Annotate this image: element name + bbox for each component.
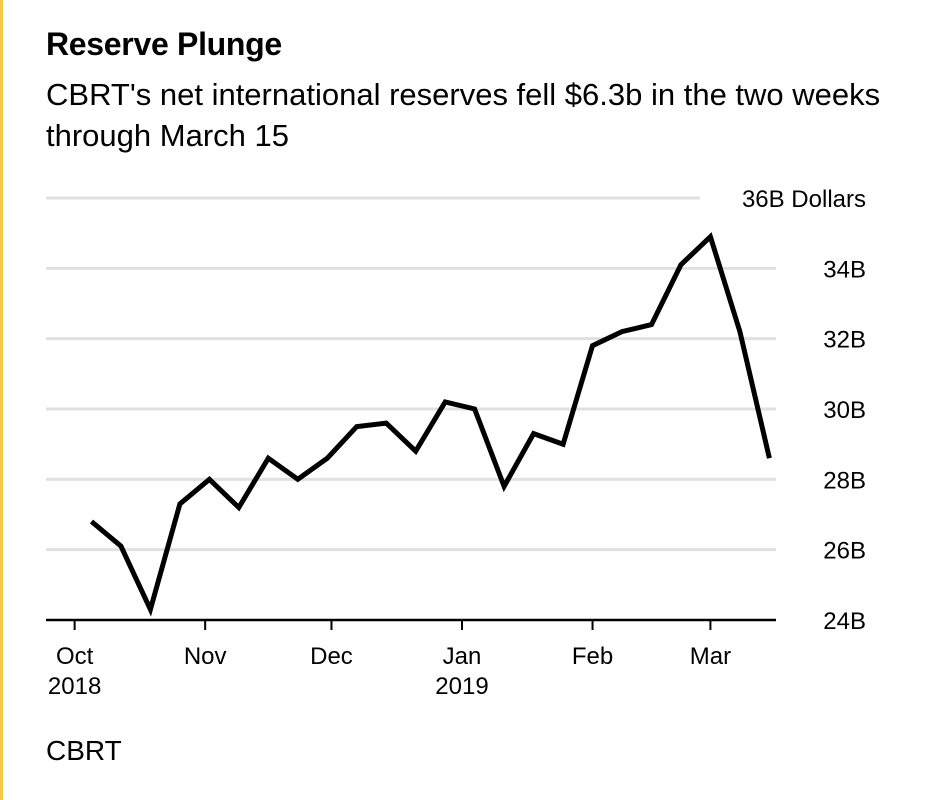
chart-subtitle: CBRT's net international reserves fell $… (46, 77, 881, 153)
series-line (89, 232, 772, 617)
x-tick-label: Oct (56, 643, 94, 670)
accent-bar (0, 0, 3, 800)
x-tick-label-year: 2019 (435, 673, 488, 700)
x-tick-label: Dec (310, 643, 353, 670)
x-tick-label: Nov (184, 643, 227, 670)
chart-title: Reserve Plunge (46, 26, 282, 62)
x-tick-label-year: 2018 (48, 673, 101, 700)
source-note: CBRT (46, 735, 122, 766)
y-tick-label: 24B (823, 608, 866, 635)
series-layer (89, 232, 772, 617)
y-tick-label: 32B (823, 327, 866, 354)
x-axis-ticks (73, 620, 712, 630)
gridlines (46, 196, 776, 552)
x-axis-tick-labels: Oct 2018 Nov Dec Jan 2019 Feb Mar (48, 643, 731, 700)
y-tick-label: 34B (823, 256, 866, 283)
x-tick-label: Jan (443, 643, 482, 670)
y-tick-label: 30B (823, 397, 866, 424)
y-tick-label: 26B (823, 538, 866, 565)
x-tick-label: Feb (572, 643, 613, 670)
x-tick-label: Mar (690, 643, 731, 670)
y-tick-label: 28B (823, 467, 866, 494)
y-axis-tick-labels: 36B Dollars 34B 32B 30B 28B 26B 24B (742, 186, 866, 635)
y-tick-label: 36B Dollars (742, 186, 866, 213)
